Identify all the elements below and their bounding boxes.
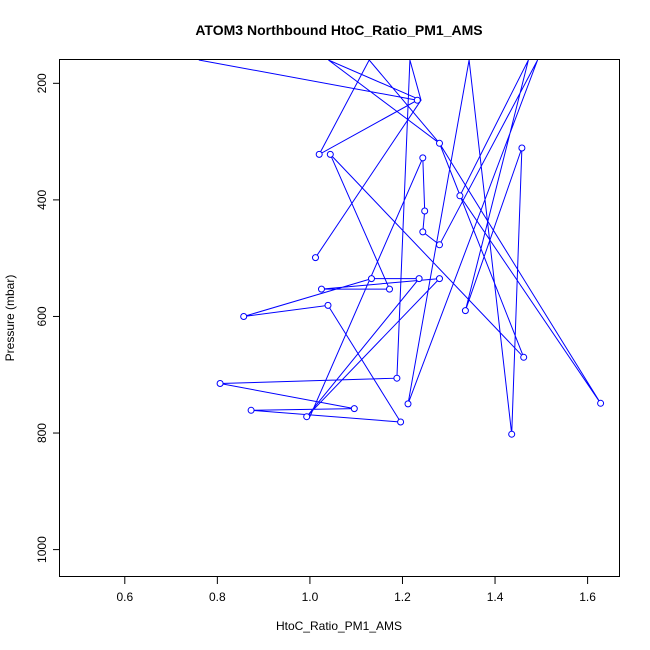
data-point — [518, 144, 526, 152]
y-tick-label: 1000 — [35, 536, 49, 563]
data-point — [303, 413, 311, 421]
data-point — [393, 374, 401, 382]
x-axis-label: HtoC_Ratio_PM1_AMS — [276, 619, 402, 633]
data-point — [368, 275, 375, 283]
plot-frame — [59, 59, 620, 577]
data-point — [397, 418, 405, 426]
data-point — [413, 96, 421, 104]
series-line — [198, 60, 602, 435]
data-point — [312, 254, 319, 262]
x-tick-label: 1.4 — [487, 590, 504, 604]
data-point — [415, 275, 423, 283]
data-point — [318, 285, 325, 293]
y-tick-label: 400 — [35, 190, 49, 210]
y-tick-label: 600 — [35, 306, 49, 326]
data-point — [324, 301, 332, 309]
data-point — [419, 228, 427, 236]
y-axis: 200 400 600 800 1000 — [35, 73, 60, 563]
data-point — [436, 139, 443, 147]
x-tick-label: 0.6 — [116, 590, 133, 604]
x-tick-label: 1.0 — [302, 590, 319, 604]
chart-title: ATOM3 Northbound HtoC_Ratio_PM1_AMS — [195, 22, 482, 38]
y-tick-label: 200 — [35, 73, 49, 93]
data-point — [597, 399, 605, 407]
data-point — [326, 150, 334, 158]
x-tick-label: 0.8 — [209, 590, 226, 604]
data-point — [247, 406, 255, 414]
x-tick-label: 1.6 — [579, 590, 596, 604]
data-point — [520, 353, 528, 361]
data-point — [315, 150, 323, 158]
data-point — [436, 275, 443, 283]
data-point — [240, 313, 248, 320]
data-point — [421, 207, 429, 215]
data-point — [404, 400, 412, 408]
data-point — [350, 405, 358, 413]
y-axis-label: Pressure (mbar) — [3, 275, 17, 362]
series-layer — [198, 60, 605, 438]
data-point — [456, 192, 464, 200]
data-point — [436, 241, 443, 249]
x-tick-label: 1.2 — [394, 590, 411, 604]
data-point — [508, 430, 516, 438]
y-tick-label: 800 — [35, 423, 49, 443]
data-point — [386, 285, 393, 293]
x-axis: 0.6 0.8 1.0 1.2 1.4 1.6 — [116, 577, 596, 604]
data-point — [216, 380, 224, 387]
data-point — [461, 307, 469, 315]
data-point — [419, 154, 427, 162]
